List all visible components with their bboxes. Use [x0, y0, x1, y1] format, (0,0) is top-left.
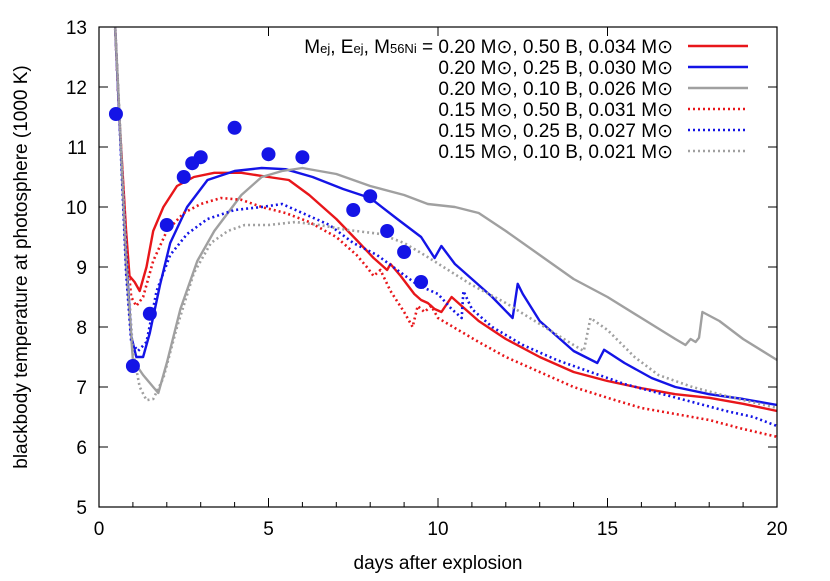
observed-point [346, 203, 361, 217]
observed-point [125, 359, 140, 373]
observed-point [380, 224, 395, 238]
y-tick-label: 7 [76, 378, 87, 399]
x-tick-label: 20 [766, 519, 787, 540]
observed-point [261, 147, 276, 162]
x-tick-label: 0 [94, 519, 105, 540]
observed-point [227, 120, 242, 135]
observed-point [193, 150, 208, 165]
legend: Mej, Eej, M56Ni = 0.20 M⊙, 0.50 B, 0.034… [304, 37, 748, 163]
observed-point [414, 275, 429, 289]
observed-point [176, 170, 191, 184]
x-axis-label: days after explosion [354, 553, 523, 574]
y-tick-label: 11 [67, 138, 87, 159]
legend-label-6: 0.15 M⊙, 0.10 B, 0.021 M⊙ [438, 142, 673, 163]
x-tick-label: 15 [597, 519, 618, 540]
legend-label-5: 0.15 M⊙, 0.25 B, 0.027 M⊙ [438, 121, 673, 142]
y-tick-label: 5 [76, 498, 87, 519]
observed-markers [108, 107, 429, 373]
model-curves [113, 27, 777, 439]
y-tick-label: 9 [76, 258, 87, 279]
y-tick-label: 6 [76, 438, 87, 459]
observed-point [363, 189, 378, 204]
series-line-5 [113, 27, 777, 428]
y-tick-label: 13 [66, 18, 87, 39]
series-line-6 [113, 27, 777, 410]
series-line-4 [113, 27, 777, 439]
observed-point [159, 218, 174, 232]
observed-point [142, 306, 157, 321]
x-tick-label: 10 [427, 519, 448, 540]
observed-point [295, 150, 310, 165]
y-tick-label: 8 [76, 318, 87, 339]
legend-label-3: 0.20 M⊙, 0.10 B, 0.026 M⊙ [438, 79, 673, 100]
y-axis-label: blackbody temperature at photosphere (10… [11, 65, 32, 468]
series-line-1 [113, 27, 777, 413]
y-tick-label: 12 [66, 78, 87, 99]
series-line-2 [113, 27, 777, 407]
observed-point [397, 245, 412, 259]
y-tick-label: 10 [66, 198, 87, 219]
series-line-3 [113, 27, 777, 395]
legend-label-1: Mej, Eej, M56Ni = 0.20 M⊙, 0.50 B, 0.034… [304, 37, 673, 58]
x-tick-label: 5 [263, 519, 274, 540]
legend-label-4: 0.15 M⊙, 0.50 B, 0.031 M⊙ [438, 100, 673, 121]
legend-label-2: 0.20 M⊙, 0.25 B, 0.030 M⊙ [438, 58, 673, 79]
observed-point [108, 107, 123, 121]
